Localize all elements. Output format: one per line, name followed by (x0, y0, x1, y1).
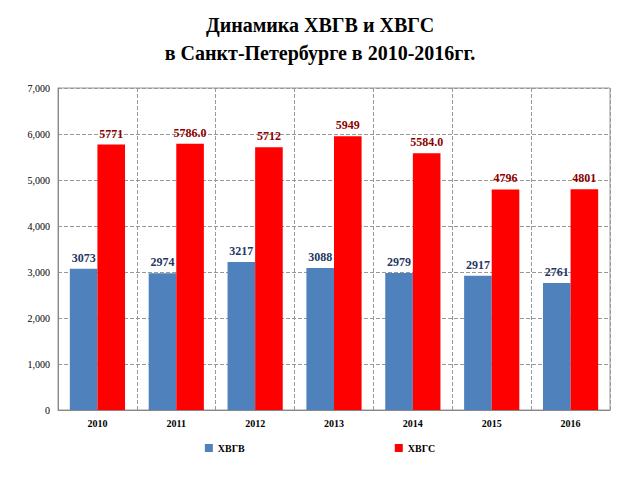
svg-text:5584.0: 5584.0 (410, 135, 443, 149)
svg-text:2014: 2014 (403, 418, 423, 429)
svg-text:2979: 2979 (387, 255, 411, 269)
svg-text:5786.0: 5786.0 (174, 126, 207, 140)
svg-text:3073: 3073 (72, 251, 96, 265)
svg-text:2974: 2974 (150, 255, 174, 269)
svg-text:5,000: 5,000 (28, 175, 51, 186)
svg-text:5771: 5771 (99, 127, 123, 141)
svg-text:5712: 5712 (257, 129, 281, 143)
svg-text:3,000: 3,000 (28, 267, 51, 278)
svg-text:Динамика ХВГВ и ХВГС: Динамика ХВГВ и ХВГС (206, 14, 434, 37)
svg-text:в Санкт-Петербурге в 2010-2016: в Санкт-Петербурге в 2010-2016гг. (165, 42, 475, 65)
svg-text:ХВГВ: ХВГВ (218, 443, 245, 454)
svg-text:2,000: 2,000 (28, 313, 51, 324)
svg-text:3088: 3088 (308, 250, 332, 264)
svg-text:0: 0 (45, 405, 50, 416)
svg-text:2917: 2917 (466, 258, 490, 272)
svg-text:ХВГС: ХВГС (408, 443, 435, 454)
svg-text:7,000: 7,000 (28, 83, 51, 94)
svg-text:3217: 3217 (229, 244, 253, 258)
svg-text:2010: 2010 (87, 418, 107, 429)
svg-text:4796: 4796 (494, 171, 518, 185)
svg-text:5949: 5949 (336, 118, 360, 132)
svg-text:4801: 4801 (572, 171, 596, 185)
svg-text:2015: 2015 (482, 418, 502, 429)
svg-text:6,000: 6,000 (28, 129, 51, 140)
svg-text:4,000: 4,000 (28, 221, 51, 232)
svg-text:2012: 2012 (245, 418, 265, 429)
svg-text:2761: 2761 (545, 265, 569, 279)
svg-text:2013: 2013 (324, 418, 344, 429)
svg-text:2011: 2011 (167, 418, 186, 429)
svg-text:2016: 2016 (561, 418, 581, 429)
svg-text:1,000: 1,000 (28, 359, 51, 370)
